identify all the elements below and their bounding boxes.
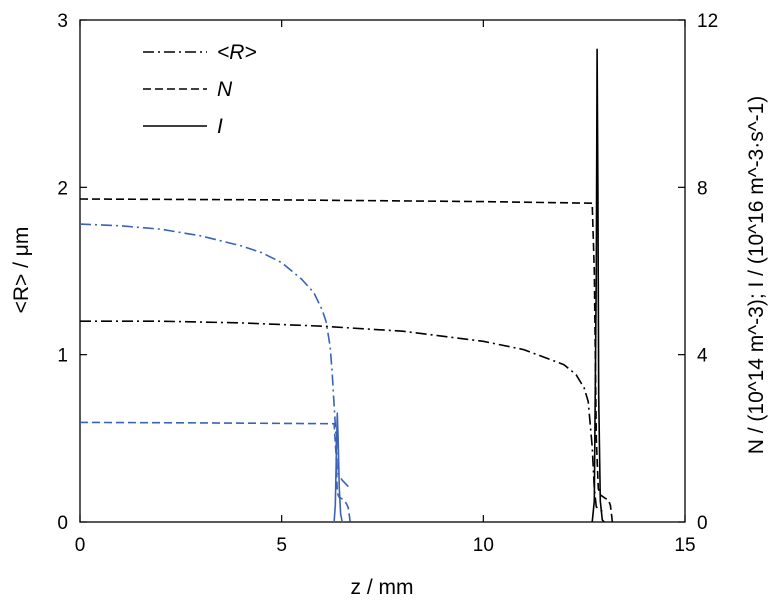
legend-label-n: N [217,78,233,101]
y-left-tick-label-2: 2 [57,178,68,199]
y-right-tick-label-3: 12 [697,11,718,32]
legend-label-r: <R> [217,41,257,64]
series-right-solid-5 [333,412,343,523]
y-right-tick-label-1: 4 [697,346,708,367]
series-left-dash-dot-3 [79,223,351,490]
series-right-dashed-1 [79,198,614,523]
x-tick-label-1: 5 [276,535,287,556]
x-axis-title: z / mm [351,576,414,599]
legend: <R> N I [143,41,257,138]
x-tick-label-2: 10 [473,535,494,556]
y-left-tick-label-0: 0 [57,513,68,534]
ticks-group [79,19,686,523]
series-right-solid-2 [591,48,605,523]
series-layer [79,48,614,523]
legend-label-i: I [217,115,223,138]
x-tick-label-3: 15 [674,535,695,556]
y-left-tick-label-1: 1 [57,346,68,367]
y-right-tick-label-0: 0 [697,513,708,534]
plot-frame [79,19,686,523]
series-right-dashed-4 [79,421,351,523]
y-axis-title-right: N / (10^14 m^-3); I / (10^16 m^-3·s^-1) [745,96,768,455]
y-axis-title-left: <R> / μm [10,227,33,314]
x-tick-label-0: 0 [75,535,86,556]
y-right-tick-label-2: 8 [697,178,708,199]
y-left-tick-label-3: 3 [57,11,68,32]
series-left-dash-dot-0 [80,320,605,513]
